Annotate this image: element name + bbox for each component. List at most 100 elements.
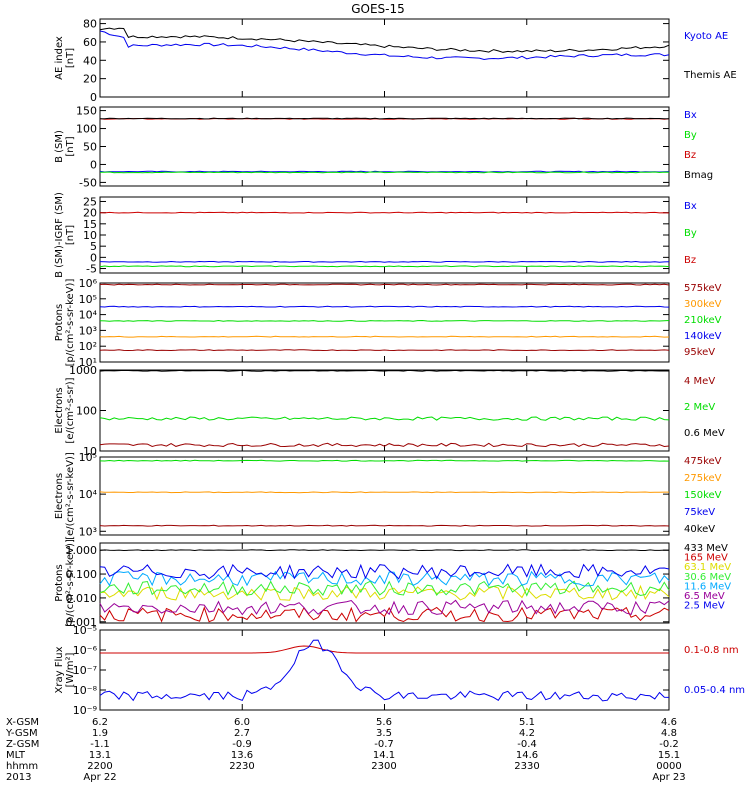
- y-tick-label: 10⁻⁹: [73, 704, 97, 717]
- ephemeris-cell: 15.1: [658, 750, 680, 761]
- ephemeris-cell: 1.9: [92, 728, 108, 739]
- y-axis-label: [e/(cm²-s-sr-keV)]: [65, 452, 76, 540]
- legend-entry: 75keV: [684, 507, 715, 518]
- ephemeris-cell: 4.6: [661, 717, 677, 728]
- y-tick-label: 50: [83, 141, 97, 154]
- series-line-275kev: [99, 491, 669, 494]
- y-tick-label: 10⁻⁶: [73, 644, 98, 657]
- legend-entry: 275keV: [684, 473, 722, 484]
- y-tick-label: 100: [76, 405, 97, 418]
- ephemeris-cell: 14.6: [516, 750, 538, 761]
- ephemeris-cell: Apr 22: [83, 772, 116, 783]
- ephemeris-cell: 5.6: [376, 717, 392, 728]
- series-line-575kev: [99, 283, 670, 286]
- panel-bsm: -50 0 50 100 150 B (SM) [nT] Bx By Bz Bmag: [54, 105, 713, 190]
- panel-frame: [99, 18, 670, 98]
- legend-entry: Themis AE: [683, 70, 737, 81]
- y-axis-label: [p/(cm²-s-sr-keV)]: [65, 279, 76, 367]
- y-axis-label: [nT]: [65, 225, 76, 245]
- legend-entry: 0.05-0.4 nm: [684, 685, 745, 696]
- y-tick-label: 0: [90, 251, 97, 264]
- y-tick-label: 10⁶: [79, 277, 98, 290]
- legend-entry: 11.6 MeV: [684, 581, 731, 592]
- y-tick-label: 10³: [79, 525, 97, 538]
- series-line-11-6-mev: [99, 570, 670, 587]
- y-tick-label: 5: [90, 240, 97, 253]
- ephemeris-cell: -0.7: [374, 739, 394, 750]
- series-line-kyoto-ae: [99, 30, 670, 61]
- series-line-6-5-mev: [99, 599, 670, 616]
- ephemeris-cell: 6.2: [92, 717, 108, 728]
- ephemeris-cell: 2300: [371, 761, 396, 772]
- y-tick-label: -5: [86, 263, 97, 276]
- y-tick-label: 100: [76, 123, 97, 136]
- y-tick-label: 10⁴: [79, 488, 98, 501]
- ephemeris-cell: 3.5: [376, 728, 392, 739]
- legend-entry: Bx: [684, 110, 697, 121]
- panel-xray: 10⁻⁹ 10⁻⁸ 10⁻⁷ 10⁻⁶ 10⁻⁵ Xray Flux [W/m²] 0.1-0…: [54, 624, 745, 717]
- y-tick-label: 10⁵: [79, 293, 97, 306]
- legend-entry: 165 MeV: [684, 553, 728, 564]
- legend-entry: 2.5 MeV: [684, 601, 725, 612]
- series-line-300kev: [99, 335, 670, 338]
- ephemeris-cell: -0.9: [232, 739, 252, 750]
- ephemeris-row-label: Z-GSM: [6, 739, 39, 750]
- legend-entry: 4 MeV: [684, 376, 715, 387]
- ephemeris-cell: -0.4: [517, 739, 537, 750]
- ephemeris-cell: 4.8: [661, 728, 677, 739]
- ephemeris-cell: 14.1: [373, 750, 395, 761]
- legend-entry: By: [684, 228, 697, 239]
- y-tick-label: 1000: [69, 364, 97, 377]
- series-line-95kev: [99, 349, 670, 352]
- ephemeris-row-label: Y-GSM: [5, 728, 38, 739]
- ephemeris-row-label: X-GSM: [6, 717, 39, 728]
- series-line-by: [100, 171, 670, 174]
- ephemeris-cell: 6.0: [234, 717, 250, 728]
- series-line-bx: [99, 170, 670, 173]
- legend-entry: 140keV: [684, 331, 722, 342]
- series-line-165-mev: [99, 606, 670, 623]
- legend-entry: 210keV: [684, 315, 722, 326]
- legend-entry: 2 MeV: [684, 402, 715, 413]
- legend-entry: 40keV: [684, 524, 715, 535]
- legend-entry: Kyoto AE: [684, 31, 728, 42]
- series-line-0-05-0-4-nm: [99, 639, 670, 702]
- y-tick-label: 10³: [79, 324, 97, 337]
- legend-entry: 6.5 MeV: [684, 591, 725, 602]
- y-tick-label: 10⁴: [79, 309, 98, 322]
- y-tick-label: 0.100: [66, 568, 98, 581]
- ephemeris-cell: 4.2: [519, 728, 535, 739]
- series-line-0-1-0-8-nm: [100, 645, 669, 654]
- panel-electrons2: 10³ 10⁴ 10⁵ Electrons [e/(cm²-s-sr-keV)] 475k…: [54, 451, 722, 540]
- ephemeris-cell: Apr 23: [652, 772, 685, 783]
- ephemeris-cell: 13.6: [231, 750, 253, 761]
- panel-frame: [99, 456, 670, 536]
- series-line-4-mev: [99, 442, 670, 448]
- series-line-themis-ae: [99, 27, 670, 53]
- series-line-140kev: [99, 305, 670, 308]
- legend-entry: By: [684, 130, 697, 141]
- ephemeris-row-label: MLT: [6, 750, 26, 761]
- y-axis-label: B (SM)-IGRF (SM): [54, 192, 65, 278]
- y-tick-label: 10⁻⁷: [73, 664, 97, 677]
- y-tick-label: 150: [76, 105, 97, 118]
- legend-entry: Bmag: [684, 170, 713, 181]
- ephemeris-cell: 2330: [514, 761, 539, 772]
- y-tick-label: 10²: [79, 340, 97, 353]
- series-line-475kev: [99, 524, 670, 527]
- y-axis-label: B (SM): [54, 130, 65, 163]
- y-tick-label: 10⁻⁵: [73, 624, 97, 637]
- legend-entry: 0.1-0.8 nm: [684, 645, 739, 656]
- y-tick-label: 0: [90, 91, 97, 104]
- y-tick-label: 15: [83, 218, 97, 231]
- y-tick-label: 40: [83, 54, 97, 67]
- y-tick-label: 10: [83, 229, 97, 242]
- y-tick-label: 20: [83, 207, 97, 220]
- y-tick-label: 0.001: [66, 616, 98, 629]
- panel-electrons1: 10 100 1000 Electrons [e/(cm²-s-sr)] 4 MeV 2 M…: [54, 364, 725, 458]
